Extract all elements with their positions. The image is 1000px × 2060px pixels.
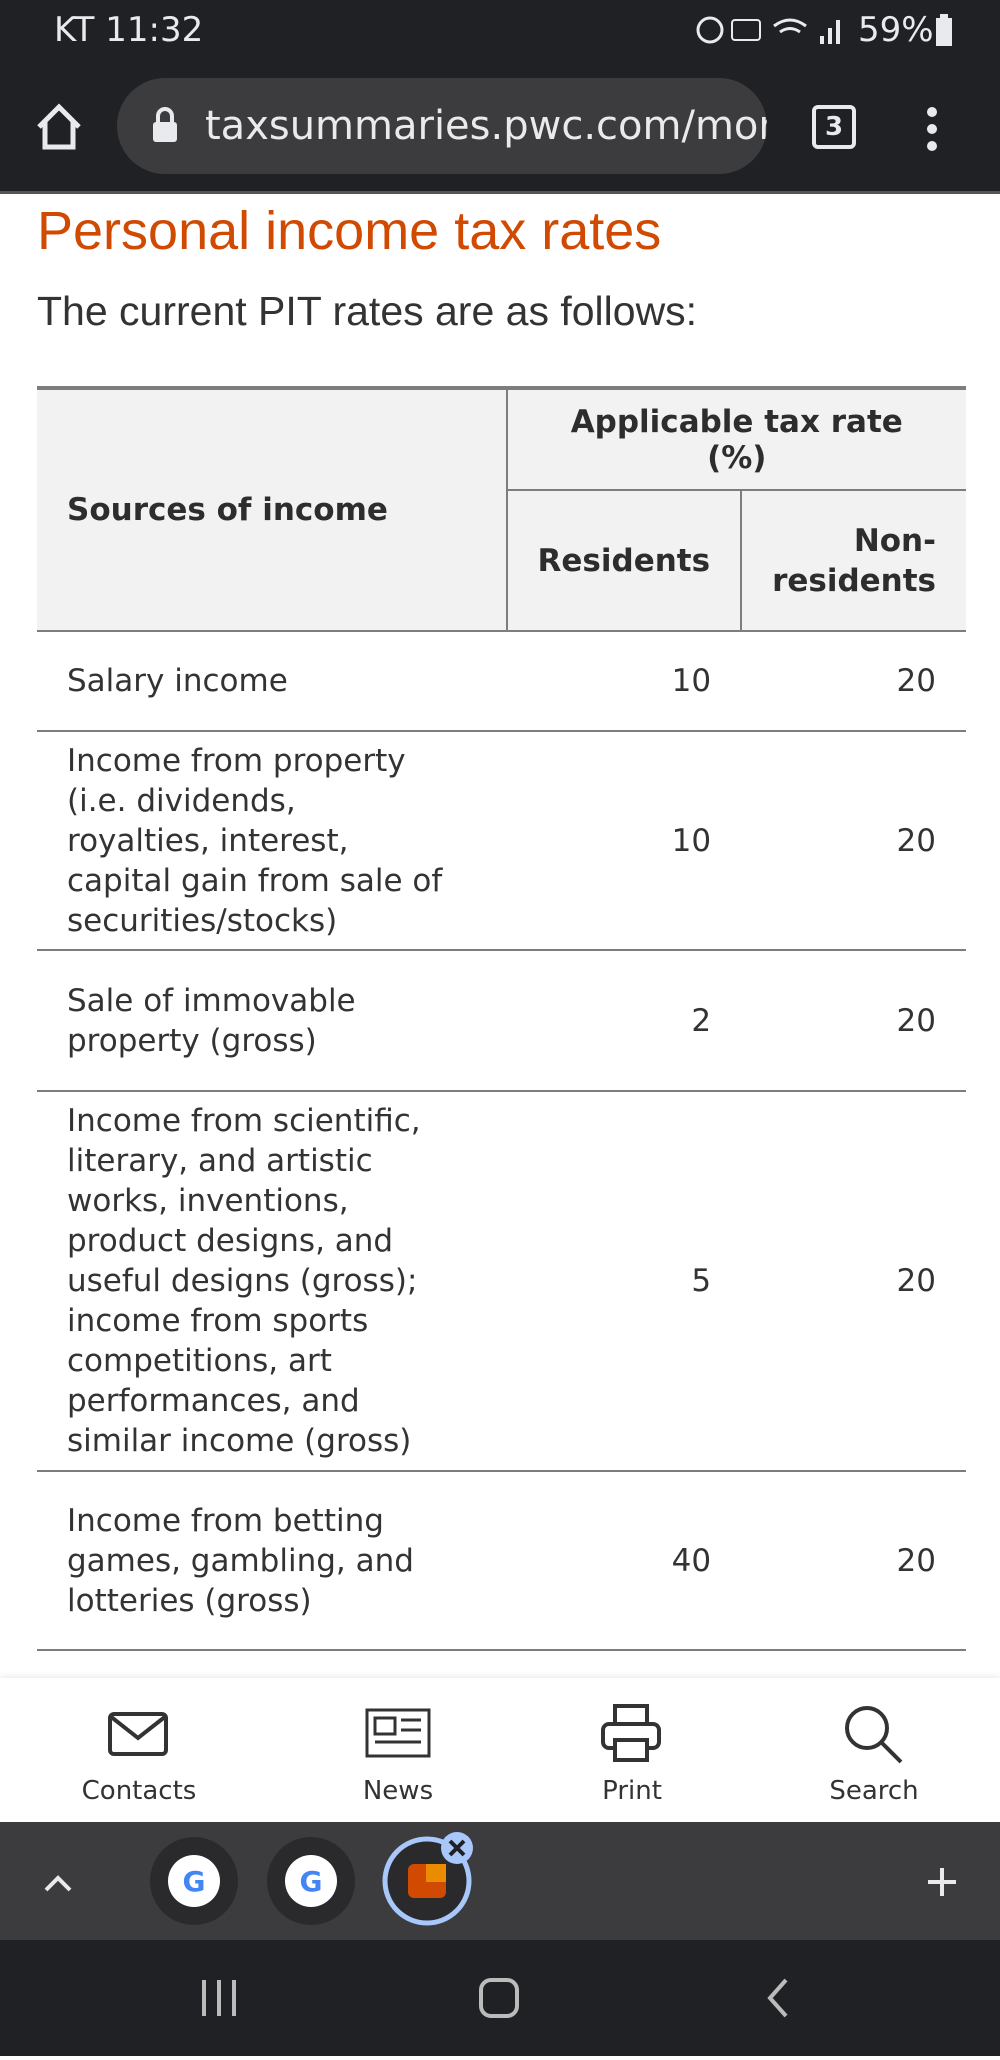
lock-icon <box>153 107 177 142</box>
page-title: Personal income tax rates <box>37 201 662 261</box>
table-row: Income from betting games, gambling, and… <box>37 1471 966 1651</box>
menu-button[interactable] <box>920 104 944 154</box>
source-cell: Income from scientific, literary, and ar… <box>37 1091 507 1472</box>
nav-label: Contacts <box>81 1776 197 1806</box>
svg-text:G: G <box>183 1865 206 1898</box>
table-row: Income from property (i.e. dividends, ro… <box>37 731 966 951</box>
bottom-nav: Contacts News Print Search <box>0 1678 1000 1822</box>
nav-icon <box>601 1704 661 1762</box>
battery-icon <box>936 14 952 46</box>
nav-item[interactable]: Contacts <box>39 1678 239 1806</box>
table-row: Sale of immovable property (gross) 2 20 <box>37 950 966 1092</box>
url-bar[interactable]: taxsummaries.pwc.com/mor <box>117 78 767 174</box>
source-cell: Sale of immovable property (gross) <box>37 950 507 1092</box>
tax-table: Sources of income Applicable tax rate (%… <box>37 386 966 1651</box>
table-row: Income from scientific, literary, and ar… <box>37 1091 966 1472</box>
status-bar: KT 11:32 59% <box>0 0 1000 60</box>
non-residents-cell: 20 <box>741 1471 966 1651</box>
nav-item[interactable]: Search <box>774 1678 974 1806</box>
nav-icon <box>365 1708 431 1758</box>
header-non-residents: Non-residents <box>741 490 966 632</box>
nav-label: Print <box>602 1776 662 1806</box>
non-residents-cell: 20 <box>741 631 966 732</box>
tab-count[interactable]: 3 <box>812 105 856 149</box>
source-cell: Income from property (i.e. dividends, ro… <box>37 731 507 951</box>
non-residents-cell: 20 <box>741 1091 966 1472</box>
residents-cell: 5 <box>506 1091 742 1472</box>
status-icons <box>696 16 840 44</box>
battery: 59% <box>858 10 934 50</box>
tab-strip-icons: G G <box>44 1832 956 1926</box>
nav-label: Search <box>829 1776 919 1806</box>
nav-item[interactable]: Print <box>532 1678 732 1806</box>
nav-icon <box>845 1706 903 1764</box>
source-cell: Salary income <box>37 631 507 732</box>
source-cell: Income from betting games, gambling, and… <box>37 1471 507 1651</box>
non-residents-cell: 20 <box>741 950 966 1092</box>
header-source: Sources of income <box>37 388 508 632</box>
page-subtitle: The current PIT rates are as follows: <box>37 288 698 334</box>
residents-cell: 10 <box>506 631 742 732</box>
header-residents: Residents <box>506 490 743 632</box>
nav-label: News <box>362 1776 434 1806</box>
residents-cell: 2 <box>506 950 742 1092</box>
residents-cell: 40 <box>506 1471 742 1651</box>
nav-icon <box>108 1712 168 1756</box>
table-row: Salary income 10 20 <box>37 631 966 732</box>
time: KT 11:32 <box>54 10 204 50</box>
svg-text:G: G <box>300 1865 323 1898</box>
header-non-residents-text: Non-residents <box>772 522 937 599</box>
system-nav <box>0 1940 1000 2056</box>
system-nav-icons <box>202 1978 788 2018</box>
home-button[interactable] <box>34 102 84 152</box>
header-group: Applicable tax rate (%) <box>506 388 966 491</box>
tab-strip: G G <box>0 1822 1000 1940</box>
nav-item[interactable]: News <box>298 1678 498 1806</box>
residents-cell: 10 <box>506 731 742 951</box>
browser-toolbar: taxsummaries.pwc.com/mor 3 <box>0 60 1000 194</box>
non-residents-cell: 20 <box>741 731 966 951</box>
